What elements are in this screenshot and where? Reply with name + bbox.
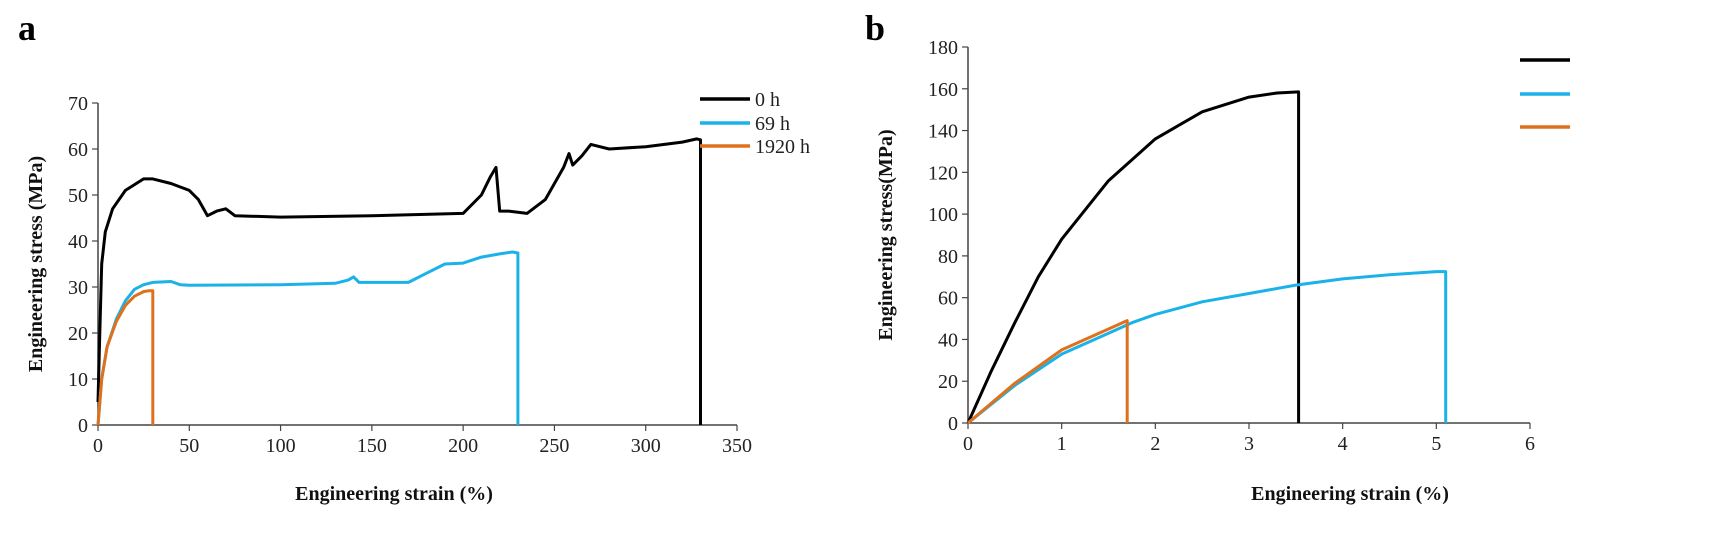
y-tick-label: 70 — [68, 93, 88, 115]
y-tick-label: 60 — [938, 288, 958, 310]
x-tick-label: 5 — [1431, 433, 1441, 455]
y-tick-label: 10 — [68, 369, 88, 391]
x-axis-title: Engineering strain (%) — [295, 483, 493, 505]
chart-b: b 0 20 40 60 80 100 120 140 160 180 0 1 2 3 4 5 6 Engineer… — [865, 8, 1570, 505]
y-tick-label: 140 — [928, 121, 958, 143]
x-tick-label: 300 — [631, 435, 661, 457]
x-tick-label: 1 — [1057, 433, 1067, 455]
x-tick-label: 350 — [722, 435, 752, 457]
y-tick-label: 20 — [938, 371, 958, 393]
x-axis-title: Engineering strain (%) — [1251, 483, 1449, 505]
y-tick-label: 100 — [928, 204, 958, 226]
y-tick-label: 0 — [78, 415, 88, 437]
x-tick-label: 50 — [179, 435, 199, 457]
series-line-2 — [967, 319, 1129, 425]
x-tick-label: 150 — [357, 435, 387, 457]
series-line-0 — [966, 90, 1301, 424]
y-tick-label: 30 — [68, 277, 88, 299]
x-tick-label: 4 — [1338, 433, 1348, 455]
panel-label: a — [18, 8, 36, 48]
x-tick-label: 6 — [1525, 433, 1535, 455]
y-tick-label: 80 — [938, 246, 958, 268]
series-line-1 — [96, 250, 520, 426]
legend-label: 0 h — [755, 89, 780, 111]
y-axis-title: Engineering stress(MPa) — [875, 129, 897, 340]
y-tick-label: 0 — [948, 413, 958, 435]
y-tick-label: 20 — [68, 323, 88, 345]
y-tick-label: 60 — [68, 139, 88, 161]
y-tick-label: 160 — [928, 79, 958, 101]
legend-label: 1920 h — [755, 136, 810, 158]
x-tick-label: 0 — [963, 433, 973, 455]
x-tick-label: 200 — [448, 435, 478, 457]
x-tick-label: 2 — [1150, 433, 1160, 455]
y-tick-label: 180 — [928, 37, 958, 59]
y-tick-label: 120 — [928, 162, 958, 184]
x-tick-label: 3 — [1244, 433, 1254, 455]
y-tick-label: 40 — [938, 329, 958, 351]
x-tick-label: 250 — [539, 435, 569, 457]
x-tick-label: 100 — [266, 435, 296, 457]
chart-a: a 0 10 20 30 40 50 60 70 0 50 100 150 200 250 300 350 Eng… — [18, 8, 810, 505]
y-tick-label: 40 — [68, 231, 88, 253]
y-axis-title: Engineering stress (MPa) — [25, 156, 47, 372]
series-line-2 — [96, 289, 155, 426]
y-tick-label: 50 — [68, 185, 88, 207]
panel-label: b — [865, 8, 885, 48]
series-line-0 — [96, 137, 702, 425]
series-line-1 — [967, 270, 1448, 425]
legend-label: 69 h — [755, 113, 790, 135]
x-tick-label: 0 — [93, 435, 103, 457]
